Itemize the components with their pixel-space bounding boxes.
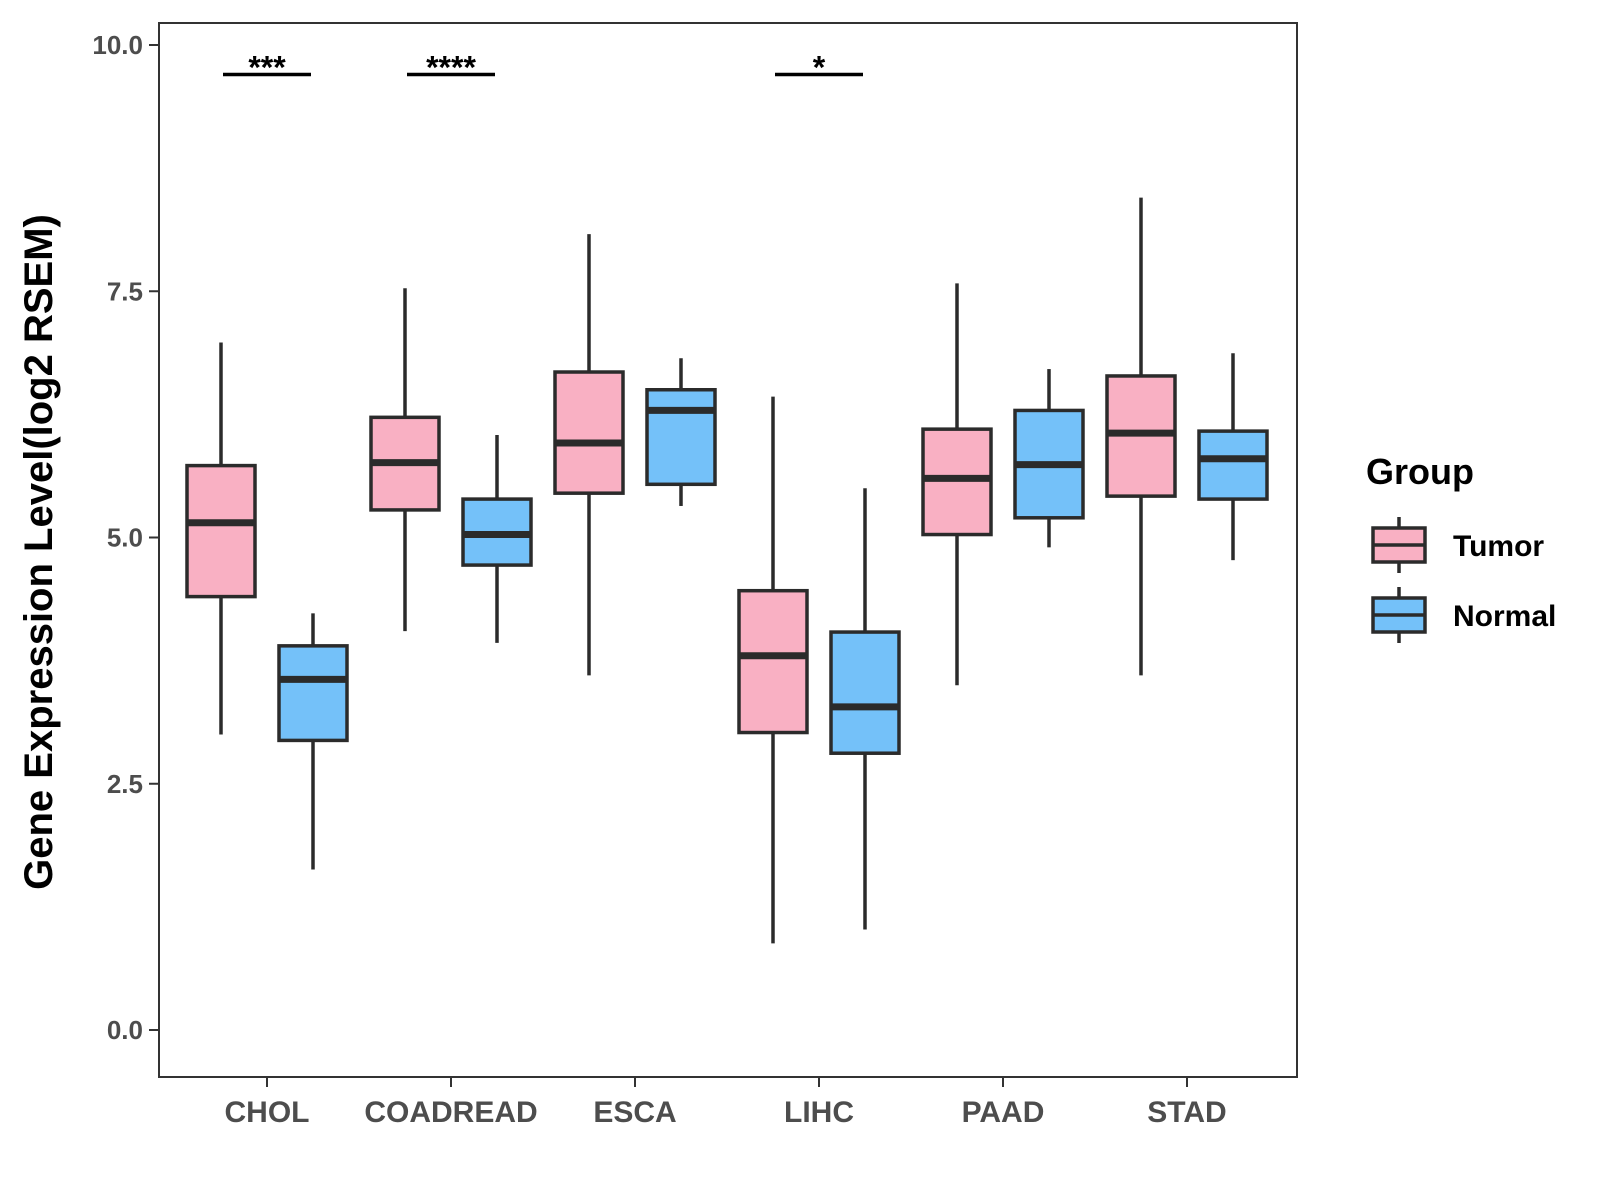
y-tick-label: 0.0 — [107, 1015, 143, 1045]
x-tick-label-coadread: COADREAD — [364, 1096, 537, 1129]
box-tumor-chol — [185, 463, 257, 599]
y-tick-label: 7.5 — [107, 276, 143, 306]
x-tick-label-chol: CHOL — [225, 1096, 310, 1129]
legend: Group Tumor Normal — [1366, 451, 1556, 643]
box-tumor-esca — [553, 370, 625, 495]
box-normal-stad — [1197, 429, 1269, 501]
significance-label-chol: *** — [248, 50, 286, 86]
y-tick-label: 10.0 — [92, 30, 143, 60]
plot-area: 0.0 2.5 5.0 7.5 10.0 CHOL COADREAD ESCA LIHC PAAD… — [92, 22, 1298, 1129]
legend-label-normal: Normal — [1453, 600, 1556, 633]
y-tick-label: 5.0 — [107, 523, 143, 553]
significance-label-coadread: **** — [426, 50, 476, 86]
significance-label-lihc: * — [813, 50, 826, 86]
legend-label-tumor: Tumor — [1453, 530, 1544, 563]
box-normal-esca — [645, 388, 717, 487]
box-tumor-lihc — [737, 588, 809, 735]
panel-border — [158, 22, 1298, 1078]
legend-title: Group — [1366, 451, 1474, 492]
x-tick-label-paad: PAAD — [962, 1096, 1045, 1129]
y-tick-label: 2.5 — [107, 769, 143, 799]
x-tick-label-lihc: LIHC — [784, 1096, 854, 1129]
y-axis-label: Gene Expression Level(log2 RSEM) — [17, 214, 61, 890]
x-tick-label-esca: ESCA — [593, 1096, 676, 1129]
box-normal-lihc — [829, 630, 901, 755]
box-normal-chol — [277, 644, 349, 743]
x-tick-label-stad: STAD — [1147, 1096, 1226, 1129]
